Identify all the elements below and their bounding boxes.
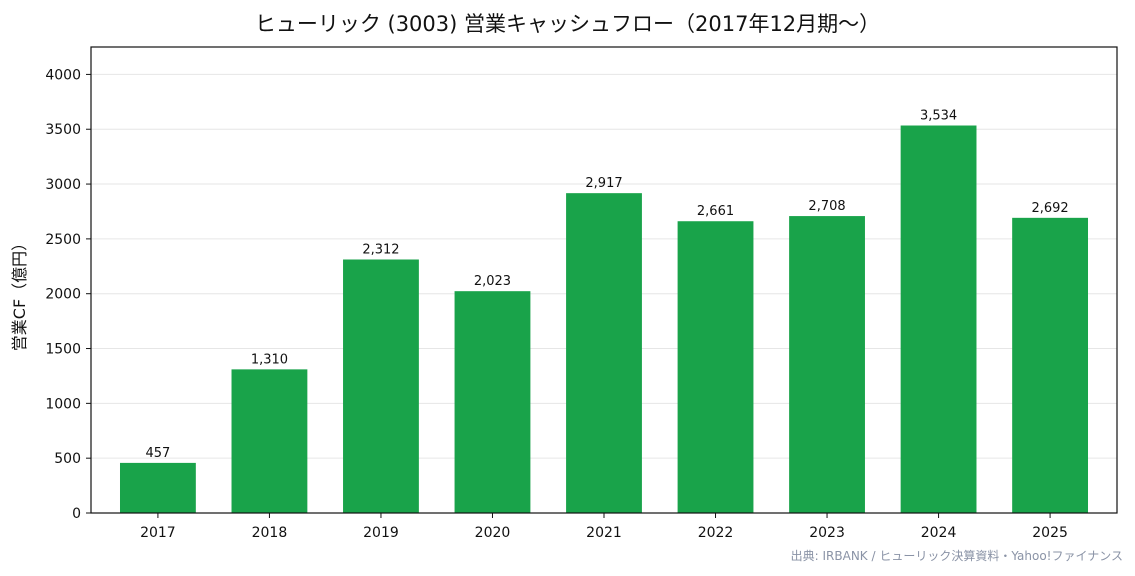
data-label: 457 bbox=[145, 446, 170, 461]
y-tick-label: 4000 bbox=[45, 67, 81, 83]
bar-2022 bbox=[677, 221, 754, 513]
x-tick-label: 2022 bbox=[698, 525, 734, 541]
bar-2020 bbox=[454, 291, 531, 513]
plot-frame bbox=[90, 46, 1118, 514]
x-tick-label: 2020 bbox=[475, 525, 511, 541]
y-tick-label: 500 bbox=[54, 451, 81, 467]
bar-2023 bbox=[789, 216, 865, 514]
y-tick-label: 1500 bbox=[45, 342, 81, 358]
bar-2024 bbox=[900, 125, 977, 513]
x-tick-label: 2024 bbox=[921, 525, 957, 541]
axes: 0 500 1000 1500 2000 2500 3000 3500 4000 2017 2018… bbox=[45, 46, 1118, 541]
y-tick-label: 2500 bbox=[45, 232, 81, 248]
y-tick-label: 1000 bbox=[45, 396, 81, 412]
bar-2025 bbox=[1012, 217, 1089, 513]
data-label: 2,023 bbox=[474, 274, 511, 289]
x-tick-label: 2025 bbox=[1032, 525, 1068, 541]
y-tick-label: 3500 bbox=[45, 122, 81, 138]
x-tick-label: 2019 bbox=[363, 525, 399, 541]
data-label: 3,534 bbox=[920, 109, 957, 124]
x-tick-label: 2018 bbox=[252, 525, 288, 541]
source-note: 出典: IRBANK / ヒューリック決算資料・Yahoo!ファイナンス bbox=[790, 549, 1123, 563]
bar-2021 bbox=[566, 193, 642, 513]
x-tick-label: 2021 bbox=[586, 525, 622, 541]
chart-title: ヒューリック (3003) 営業キャッシュフロー（2017年12月期〜） bbox=[254, 12, 881, 36]
x-tick-label: 2017 bbox=[140, 525, 176, 541]
data-label: 2,917 bbox=[585, 176, 622, 191]
y-tick-label: 2000 bbox=[45, 287, 81, 303]
data-label: 2,692 bbox=[1031, 201, 1068, 216]
y-tick-label: 0 bbox=[72, 506, 81, 522]
bar-2017 bbox=[119, 462, 196, 513]
bars bbox=[119, 125, 1089, 514]
bar-2019 bbox=[343, 259, 419, 513]
x-tick-label: 2023 bbox=[809, 525, 845, 541]
data-label: 2,708 bbox=[808, 199, 845, 214]
y-tick-label: 3000 bbox=[45, 177, 81, 193]
bar-2018 bbox=[231, 369, 308, 513]
data-labels: 457 1,310 2,312 2,023 2,917 2,661 2,708 3,534 2,… bbox=[145, 109, 1068, 461]
data-label: 1,310 bbox=[251, 352, 288, 367]
data-label: 2,661 bbox=[697, 204, 734, 219]
data-label: 2,312 bbox=[362, 242, 399, 257]
